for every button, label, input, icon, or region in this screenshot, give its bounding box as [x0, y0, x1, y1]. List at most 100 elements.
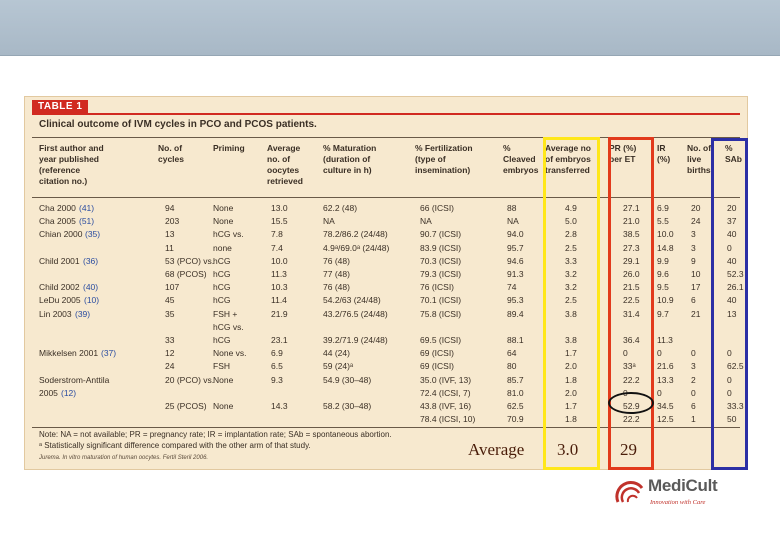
cell-maturation: 62.2 (48) [323, 203, 358, 213]
cell-cycles: 33 [165, 335, 175, 345]
rule-header [32, 197, 740, 198]
cell-cycles: 45 [165, 295, 175, 306]
table-row: Cha 2000 (41) 94 None 13.0 62.2 (48) 66 (ICSI)… [25, 203, 747, 215]
cell-cleaved: 94.6 [507, 255, 524, 266]
cell-priming: none [213, 242, 232, 253]
table-row: 11 none 7.4 4.9ᵃ/69.0ᵃ (24/48) 83.9 (ICSI) 95… [25, 242, 747, 255]
cell-cleaved: 91.3 [507, 269, 524, 279]
cell-maturation: 4.9ᵃ/69.0ᵃ (24/48) [323, 242, 390, 253]
cell-oocytes: 6.9 [271, 348, 283, 359]
cell-sab: 13 [727, 308, 737, 319]
cell-fertilization: 75.8 (ICSI) [420, 308, 462, 319]
cell-ir: 9.9 [657, 255, 669, 266]
cell-embryos: 1.8 [565, 374, 577, 385]
cell-oocytes: 10.0 [271, 255, 288, 266]
cell-births: 21 [691, 308, 701, 319]
cell-ir: 34.5 [657, 401, 674, 411]
cell-maturation: 78.2/86.2 (24/48) [323, 229, 388, 240]
cell-cleaved: 64 [507, 348, 517, 359]
cell-pr: 21.5 [623, 282, 640, 293]
cell-priming: FSH + [213, 308, 238, 319]
cell-sab: 0 [727, 387, 732, 398]
cell-priming: hCG vs. [213, 229, 244, 240]
cell-ir: 9.7 [657, 308, 669, 319]
cell-oocytes: 7.4 [271, 242, 283, 253]
cell-pr: 38.5 [623, 229, 640, 240]
cell-fertilization: 72.4 (ICSI, 7) [420, 387, 471, 398]
cell-oocytes: 13.0 [271, 203, 288, 213]
cell-author: Chian 2000 [39, 229, 83, 240]
cell-oocytes: 15.5 [271, 216, 288, 227]
cell-ir: 12.5 [657, 414, 674, 425]
cell-ir: 11.3 [657, 335, 673, 345]
cell-maturation: 44 (24) [323, 348, 350, 359]
cell-fertilization: 43.8 (IVF, 16) [420, 401, 472, 411]
cell-births: 3 [691, 229, 696, 240]
cell-cleaved: 80 [507, 361, 517, 372]
cell-pr: 31.4 [623, 308, 640, 319]
table-row: hCG vs. [25, 321, 747, 334]
cell-author: LeDu 2005 [39, 295, 81, 306]
table-row: Chian 2000 (35) 13 hCG vs. 7.8 78.2/86.2 (24/… [25, 229, 747, 241]
cell-ir: 21.6 [657, 361, 674, 372]
cell-cycles: 35 [165, 308, 175, 319]
cell-ref: (51) [79, 216, 95, 227]
cell-author: Child 2001 [39, 255, 80, 266]
cell-sab: 62.5 [727, 361, 744, 372]
cell-cleaved: 88 [507, 203, 517, 213]
cell-fertilization: 69 (ICSI) [420, 361, 455, 372]
cell-births: 20 [691, 203, 701, 213]
cell-births: 1 [691, 414, 696, 425]
cell-maturation: 76 (48) [323, 282, 350, 293]
cell-ref: (12) [61, 387, 77, 398]
cell-cycles: 68 (PCOS) [165, 269, 207, 279]
cell-fertilization: 66 (ICSI) [420, 203, 455, 213]
cell-ref: (35) [85, 229, 101, 240]
cell-ir: 13.3 [657, 374, 674, 385]
cell-oocytes: 23.1 [271, 335, 288, 345]
cell-births: 6 [691, 401, 696, 411]
logo-name: MediCult [648, 476, 718, 495]
cell-fertilization: 69 (ICSI) [420, 348, 455, 359]
cell-priming: FSH [213, 361, 230, 372]
cell-cleaved: 85.7 [507, 374, 524, 385]
cell-priming: hCG [213, 269, 231, 279]
cell-ir: 6.9 [657, 203, 669, 213]
column-header: No. of live births [687, 143, 712, 175]
cell-cycles: 25 (PCOS) [165, 401, 207, 411]
cell-ref: (10) [84, 295, 100, 306]
cell-pr: 29.1 [623, 255, 640, 266]
cell-embryos: 5.0 [565, 216, 577, 227]
cell-priming: hCG vs. [213, 321, 244, 332]
cell-sab: 0 [727, 348, 732, 359]
cell-sab: 37 [727, 216, 737, 227]
cell-ref: (37) [101, 348, 117, 359]
cell-fertilization: NA [420, 216, 432, 227]
table-source: Jurema. In vitro maturation of human ooc… [39, 455, 209, 461]
cell-oocytes: 10.3 [271, 282, 288, 293]
cell-pr: 26.0 [623, 269, 640, 279]
cell-births: 3 [691, 242, 696, 253]
column-header: Priming [213, 143, 245, 153]
cell-cleaved: 89.4 [507, 308, 524, 319]
cell-sab: 0 [727, 242, 732, 253]
column-header: PR (%) per ET [609, 143, 637, 164]
cell-ir: 0 [657, 348, 662, 359]
cell-sab: 40 [727, 295, 737, 306]
cell-fertilization: 76 (ICSI) [420, 282, 455, 293]
cell-sab: 40 [727, 255, 737, 266]
table-scan: TABLE 1 Clinical outcome of IVM cycles i… [24, 96, 748, 470]
highlight-box-pr [608, 137, 654, 470]
cell-maturation: 43.2/76.5 (24/48) [323, 308, 388, 319]
cell-author: 2005 [39, 387, 58, 398]
cell-pr: 33ᵃ [623, 361, 636, 372]
cell-fertilization: 70.3 (ICSI) [420, 255, 462, 266]
table-row: 78.4 (ICSI, 10) 70.9 1.8 22.2 12.5 1 50 [25, 414, 747, 426]
column-header: Average no of embryos transferred [545, 143, 591, 175]
cell-fertilization: 70.1 (ICSI) [420, 295, 462, 306]
cell-ir: 0 [657, 387, 662, 398]
cell-embryos: 2.0 [565, 361, 577, 372]
highlight-box-embryos [543, 137, 600, 470]
cell-births: 0 [691, 387, 696, 398]
cell-oocytes: 14.3 [271, 401, 288, 411]
